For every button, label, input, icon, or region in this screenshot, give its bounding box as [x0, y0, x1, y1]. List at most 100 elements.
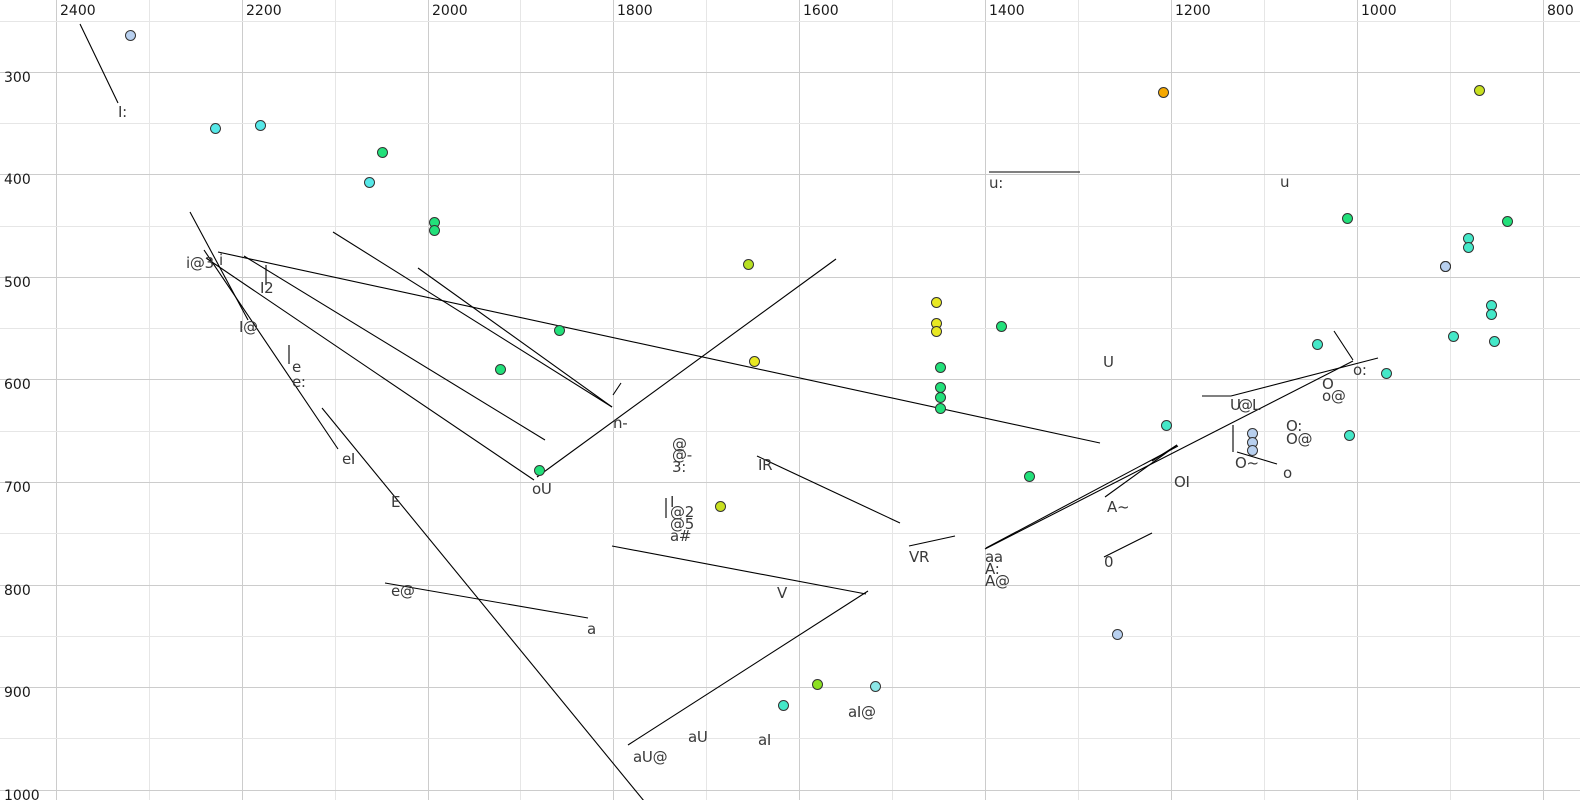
connector-line [1104, 444, 1178, 498]
x-axis-tick-label: 2000 [432, 3, 468, 19]
connector-line [612, 382, 622, 396]
x-axis-tick-label: 800 [1547, 3, 1574, 19]
data-point-marker[interactable] [1502, 216, 1513, 228]
data-point-marker[interactable] [377, 147, 389, 159]
data-point-marker[interactable] [749, 355, 761, 367]
y-axis-tick-label: 1000 [4, 788, 40, 800]
data-point-marker[interactable] [1160, 420, 1172, 432]
data-point-marker[interactable] [714, 501, 726, 513]
connector-line [536, 258, 837, 478]
data-point-label: eI [342, 450, 356, 468]
x-axis-tick-label: 1200 [1175, 3, 1211, 19]
x-axis-tick-label: 1800 [617, 3, 653, 19]
y-axis-tick-label: 800 [4, 583, 31, 599]
data-point-marker[interactable] [996, 320, 1008, 332]
data-point-marker[interactable] [1488, 336, 1500, 348]
data-point-label: @ [1238, 396, 1253, 414]
connector-line [627, 590, 869, 746]
data-point-marker[interactable] [1342, 212, 1354, 224]
data-point-marker[interactable] [210, 122, 222, 134]
data-point-marker[interactable] [931, 325, 943, 337]
data-point-label: I [670, 493, 675, 511]
data-point-label: O: [1286, 417, 1302, 435]
data-point-label: A~ [1107, 498, 1130, 516]
connector-line [611, 545, 867, 595]
y-axis-tick-label: 500 [4, 275, 31, 291]
data-point-label: aI [758, 731, 772, 749]
data-point-label: O~ [1235, 454, 1259, 472]
connector-line [756, 455, 901, 524]
data-point-label: aU [688, 728, 708, 746]
data-point-label: 0 [1104, 553, 1114, 571]
connector-line [79, 23, 119, 104]
x-axis-tick-label: 1600 [803, 3, 839, 19]
data-point-marker[interactable] [1474, 84, 1486, 96]
data-point-label: U [1230, 396, 1241, 414]
connector-line [189, 211, 249, 321]
data-point-label: aa [985, 548, 1003, 566]
connector-line [985, 445, 1179, 549]
data-point-marker[interactable] [495, 363, 507, 375]
connector-line [1151, 444, 1178, 462]
data-point-marker[interactable] [1024, 471, 1036, 483]
y-axis-tick-label: 600 [4, 377, 31, 393]
data-point-marker[interactable] [1158, 86, 1170, 98]
data-point-label: @ [672, 435, 687, 453]
data-point-marker[interactable] [931, 297, 943, 309]
data-point-marker[interactable] [742, 259, 754, 271]
x-axis-tick-label: 2200 [246, 3, 282, 19]
data-point-marker[interactable] [124, 30, 136, 42]
data-point-marker[interactable] [1344, 430, 1355, 442]
data-point-marker[interactable] [935, 402, 947, 414]
y-axis-tick-label: 700 [4, 480, 31, 496]
data-point-marker[interactable] [254, 119, 266, 131]
data-point-label: n- [613, 414, 628, 432]
connector-line [321, 407, 644, 800]
data-point-marker[interactable] [1439, 261, 1451, 273]
data-point-label: a# [670, 527, 692, 545]
data-point-label: L [1252, 396, 1261, 414]
connector-line [217, 251, 1101, 444]
data-point-label: OI [1174, 473, 1190, 491]
data-point-label: @- [672, 446, 692, 464]
x-axis-tick-label: 1400 [989, 3, 1025, 19]
data-point-label: e: [292, 373, 306, 391]
connector-line [417, 267, 613, 408]
data-point-marker[interactable] [1247, 444, 1259, 456]
data-point-marker[interactable] [364, 177, 376, 189]
data-point-label: o: [1353, 361, 1367, 379]
data-point-marker[interactable] [533, 465, 545, 477]
data-point-label: oU [532, 480, 552, 498]
data-point-label: i [219, 251, 223, 269]
data-point-label: I@ [239, 318, 258, 336]
data-point-marker[interactable] [1111, 629, 1123, 641]
data-point-marker[interactable] [1486, 309, 1498, 321]
connector-line [1103, 532, 1153, 558]
data-point-label: VR [909, 548, 930, 566]
data-point-label: O@ [1286, 430, 1313, 448]
connector-line [205, 257, 535, 481]
data-point-label: U [1103, 353, 1114, 371]
connector-line [384, 582, 589, 619]
data-point-marker[interactable] [870, 680, 881, 692]
connector-line [1333, 330, 1354, 361]
data-point-marker[interactable] [1448, 330, 1460, 342]
data-point-marker[interactable] [1381, 367, 1393, 379]
x-axis-tick-label: 2400 [60, 3, 96, 19]
y-axis-tick-label: 400 [4, 172, 31, 188]
data-point-marker[interactable] [1462, 241, 1474, 253]
data-point-label: I: [118, 103, 127, 121]
data-point-marker[interactable] [1312, 339, 1324, 351]
data-point-marker[interactable] [777, 700, 789, 712]
connector-line [203, 249, 339, 450]
data-point-marker[interactable] [428, 225, 440, 237]
data-point-label: V [777, 584, 787, 602]
data-point-label: i@3 [186, 254, 214, 272]
data-point-label: @5 [670, 515, 694, 533]
data-point-label: aU@ [633, 748, 668, 766]
data-point-marker[interactable] [812, 678, 824, 690]
connector-line [243, 255, 546, 441]
data-point-label: E [391, 493, 401, 511]
data-point-marker[interactable] [554, 324, 565, 336]
data-point-marker[interactable] [935, 361, 947, 373]
